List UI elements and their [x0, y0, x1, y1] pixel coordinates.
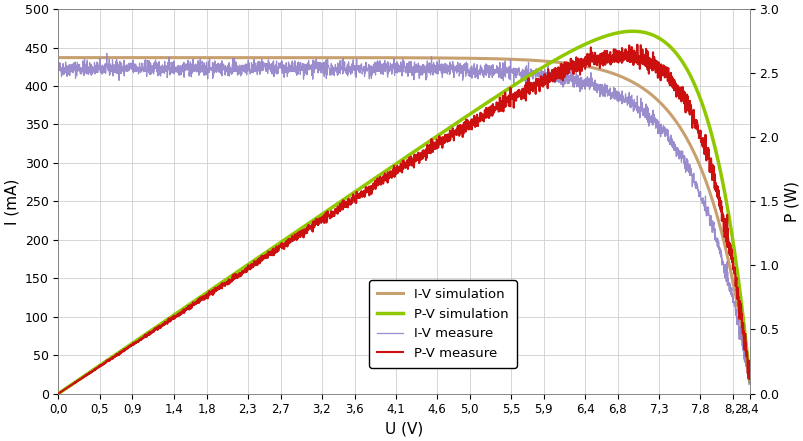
- I-V simulation: [54, 55, 63, 60]
- P-V simulation: [627, 29, 637, 34]
- I-V simulation: [390, 55, 400, 60]
- I-V measure: [319, 74, 328, 79]
- I-V measure: [745, 391, 755, 396]
- P-V simulation: [54, 391, 63, 396]
- Line: I-V simulation: I-V simulation: [59, 58, 750, 393]
- P-V simulation: [390, 162, 400, 167]
- I-V simulation: [725, 269, 735, 274]
- P-V simulation: [598, 34, 608, 39]
- P-V measure: [132, 339, 142, 344]
- P-V simulation: [726, 229, 736, 234]
- Line: I-V measure: I-V measure: [59, 53, 750, 393]
- I-V simulation: [745, 391, 755, 396]
- I-V measure: [732, 321, 742, 326]
- I-V simulation: [725, 270, 735, 276]
- I-V measure: [658, 127, 667, 132]
- P-V simulation: [745, 391, 755, 396]
- I-V measure: [132, 67, 142, 73]
- P-V simulation: [372, 174, 381, 179]
- Y-axis label: P (W): P (W): [784, 181, 799, 222]
- I-V simulation: [372, 55, 381, 60]
- P-V simulation: [725, 227, 735, 232]
- Line: P-V measure: P-V measure: [59, 45, 750, 393]
- I-V measure: [745, 391, 755, 396]
- Line: P-V simulation: P-V simulation: [59, 31, 750, 393]
- P-V measure: [319, 218, 328, 224]
- P-V measure: [745, 391, 755, 396]
- I-V simulation: [598, 68, 608, 73]
- P-V measure: [658, 67, 667, 72]
- P-V measure: [54, 391, 63, 396]
- I-V simulation: [89, 55, 99, 60]
- Legend: I-V simulation, P-V simulation, I-V measure, P-V measure: I-V simulation, P-V simulation, I-V meas…: [369, 280, 516, 368]
- P-V measure: [632, 42, 642, 47]
- I-V measure: [102, 51, 112, 56]
- Y-axis label: I (mA): I (mA): [4, 178, 19, 224]
- I-V measure: [349, 67, 359, 72]
- P-V measure: [173, 314, 183, 319]
- P-V measure: [732, 294, 742, 299]
- P-V measure: [349, 196, 358, 202]
- I-V measure: [173, 64, 183, 69]
- P-V simulation: [89, 367, 99, 372]
- X-axis label: U (V): U (V): [385, 422, 422, 437]
- I-V measure: [54, 64, 63, 69]
